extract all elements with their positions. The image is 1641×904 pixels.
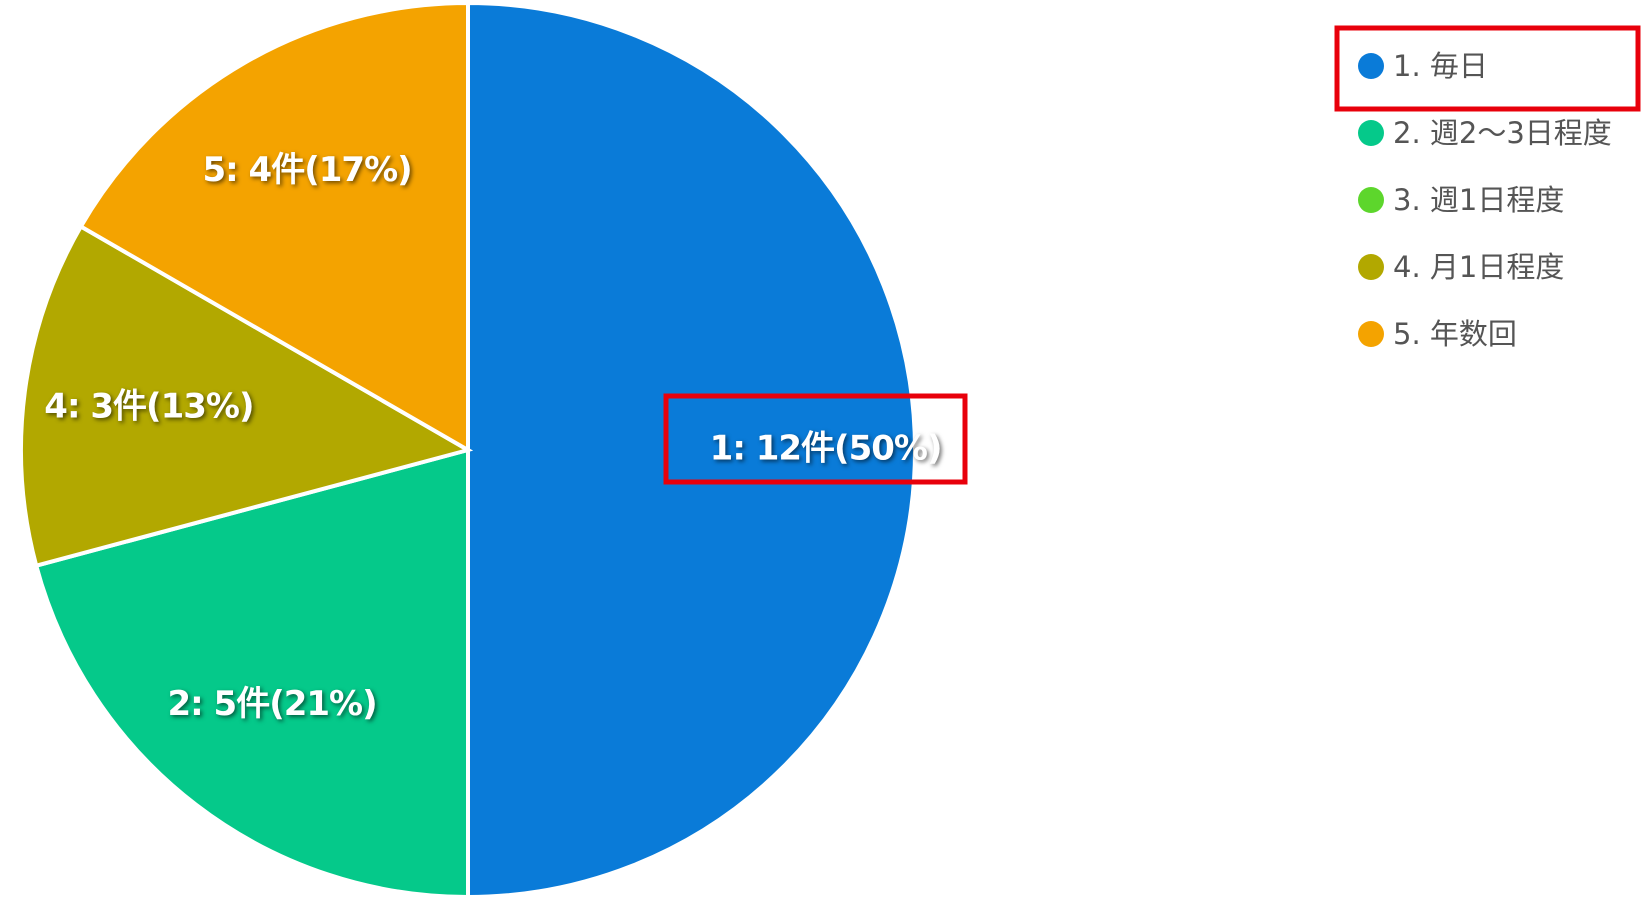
legend-marker xyxy=(1358,120,1384,146)
highlight-box xyxy=(663,393,968,485)
legend-label: 1. 毎日 xyxy=(1393,49,1488,83)
pie-slice xyxy=(466,0,917,900)
legend: 1. 毎日 2. 週2～3日程度 3. 週1日程度 4. 月1日程度 5. 年数回 xyxy=(1358,49,1612,351)
slice-label: 5: 4件(17%) xyxy=(202,150,411,190)
pie-slice xyxy=(78,0,470,454)
legend-label: 4. 月1日程度 xyxy=(1393,250,1564,284)
pie-slice xyxy=(19,223,474,569)
legend-label: 3. 週1日程度 xyxy=(1393,183,1564,217)
legend-marker xyxy=(1358,187,1384,213)
slice-label: 1: 12件(50%) xyxy=(710,429,942,469)
highlight-box xyxy=(1334,25,1641,112)
slice-labels: 1: 12件(50%) 2: 5件(21%) 4: 3件(13%) 5: 4件(17%… xyxy=(44,150,942,724)
legend-marker xyxy=(1358,53,1384,79)
legend-marker xyxy=(1358,254,1384,280)
legend-label: 2. 週2～3日程度 xyxy=(1393,116,1612,150)
slice-label: 2: 5件(21%) xyxy=(167,684,376,724)
pie-slice xyxy=(33,447,470,900)
legend-label: 5. 年数回 xyxy=(1393,317,1517,351)
slice-label: 4: 3件(13%) xyxy=(44,386,253,426)
legend-marker xyxy=(1358,321,1384,347)
pie xyxy=(19,0,917,900)
